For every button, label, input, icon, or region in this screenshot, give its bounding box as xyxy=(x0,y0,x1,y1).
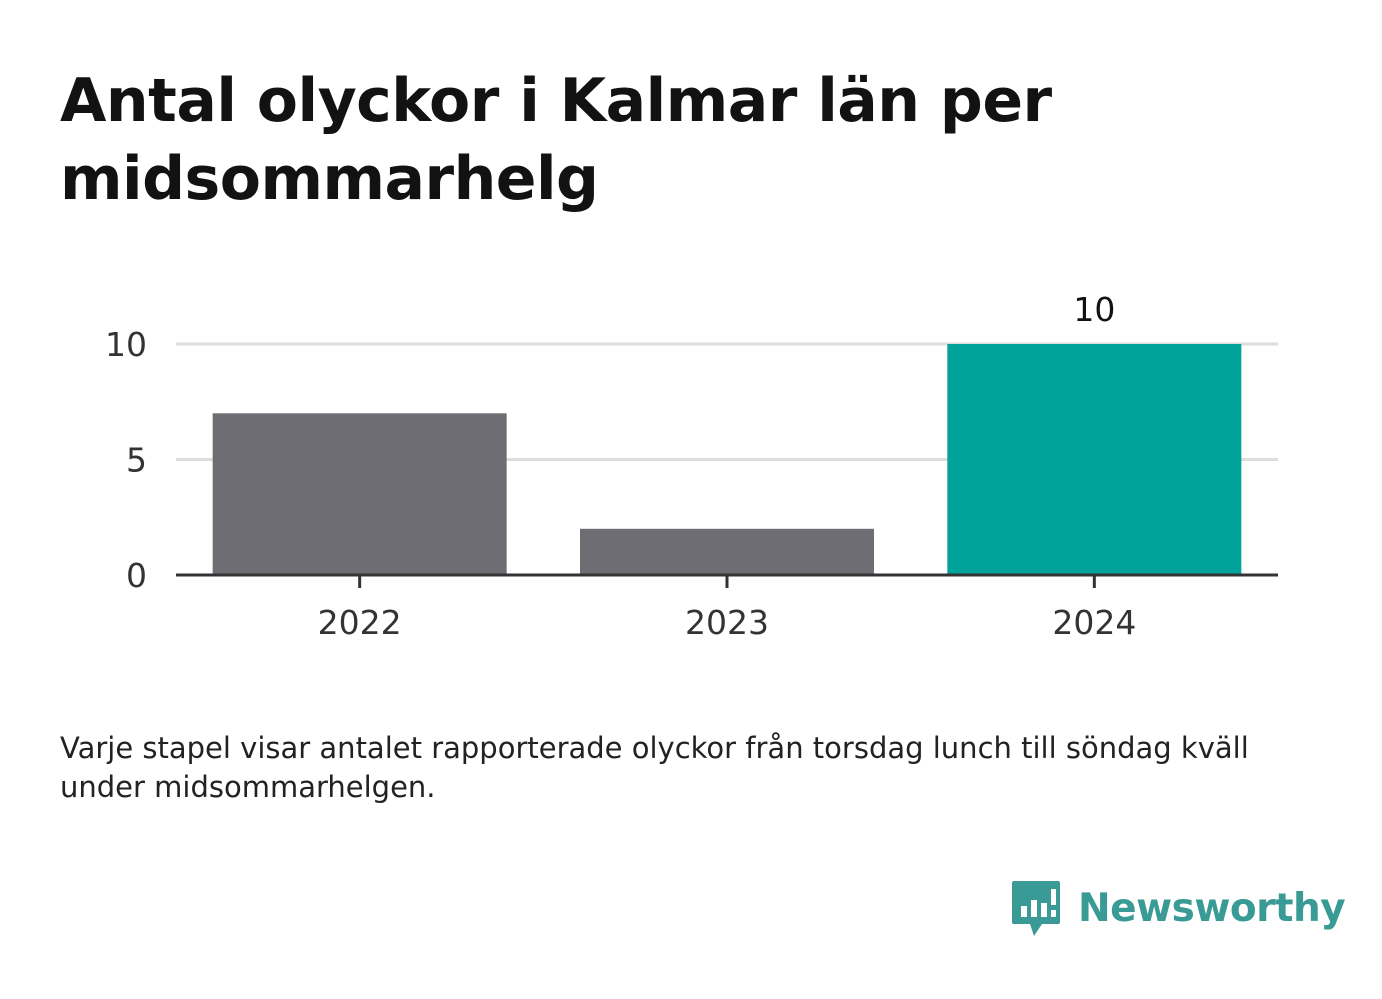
bar-2022 xyxy=(212,413,507,575)
bar-2023 xyxy=(580,528,874,575)
bar-2024 xyxy=(947,344,1242,575)
y-tick-label: 10 xyxy=(105,325,147,364)
bar-chart: 0 5 10 10 2022 2023 2024 xyxy=(105,290,1278,642)
x-tick-label: 2023 xyxy=(685,603,769,642)
y-tick-label: 0 xyxy=(126,556,147,595)
x-tick-label: 2024 xyxy=(1052,603,1136,642)
bar-value-label: 10 xyxy=(1073,290,1115,329)
newsworthy-logo-icon xyxy=(1012,881,1060,936)
y-tick-label: 5 xyxy=(126,441,147,480)
x-tick-label: 2022 xyxy=(318,603,402,642)
chart-title: Antal olyckor i Kalmar län per midsommar… xyxy=(60,66,1052,214)
newsworthy-logo: Newsworthy xyxy=(1010,878,1346,938)
chart-caption: Varje stapel visar antalet rapporterade … xyxy=(60,731,1249,804)
logo-text: Newsworthy xyxy=(1078,885,1346,931)
